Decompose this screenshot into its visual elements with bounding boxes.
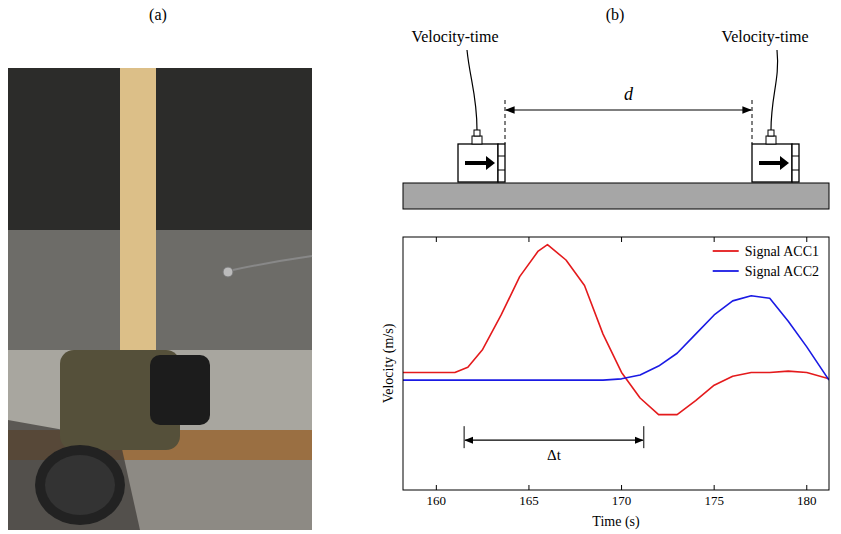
annotation-arrow [465,440,643,441]
hammer-handle [120,68,156,368]
x-tick [621,485,622,490]
sensor-arrow-head [486,156,495,170]
sensor-notch [792,170,799,171]
hammer-sensor [150,355,210,425]
dimension-guide [505,100,506,144]
photo [8,68,312,530]
sensor-connector [766,136,776,144]
x-tick-label: 180 [797,493,817,508]
photo-background [8,68,312,530]
photo-cable [233,256,312,270]
y-axis-title: Velocity (m/s) [381,323,397,403]
sensor-arrow-shaft [759,161,782,165]
slab [403,183,829,209]
sensor: Velocity-time [411,28,505,182]
x-tick [528,237,529,242]
lines [403,245,829,415]
sensor-arrow-shaft [465,161,488,165]
sensor-notch [792,156,799,157]
slab-top [8,230,312,350]
hammer-tip-face [45,455,115,515]
x-tick-label: 170 [612,493,632,508]
sensor-diagram: Velocity-time Velocity-time d [403,28,829,209]
x-tick-label: 175 [704,493,724,508]
slab-face [8,350,312,430]
annotation-bar [643,426,644,448]
legend-swatch [713,270,739,272]
plot-frame [403,237,829,490]
sensor-cable [467,50,477,130]
legend-label: Signal ACC1 [745,244,819,259]
x-tick [436,485,437,490]
x-tick-label: 165 [519,493,539,508]
annotation-label: Δt [547,447,562,463]
photo-sensor [223,267,233,277]
chart: 160 165 170 175 180 Time (s) Velocity (m/s) Δt S… [381,237,829,530]
x-tick [621,237,622,242]
x-tick-label: 160 [427,493,447,508]
series-line [403,296,829,380]
dimension-guide [752,100,753,144]
series-line [403,245,829,415]
annotation-bar [464,426,465,448]
sensor-notch [498,156,505,157]
sensor-arrow-head [780,156,789,170]
legend-swatch [713,250,739,252]
sensor-label: Velocity-time [411,28,498,46]
sensor-plate [792,144,799,182]
sensor-body [458,144,498,182]
sensor-connector [474,130,480,136]
sensor-cable [771,50,778,130]
sensor-notch [498,170,505,171]
distance-label: d [624,84,634,104]
dimension-arrow [506,109,751,110]
annotation: Δt [464,426,644,463]
x-axis-title: Time (s) [592,514,640,530]
legend-label: Signal ACC2 [745,264,819,279]
sensor-label: Velocity-time [721,28,808,46]
panel-label: (a) [149,6,167,24]
x-tick [806,237,807,242]
sensor-body [752,144,792,182]
x-tick [714,237,715,242]
x-tick [806,485,807,490]
x-tick [714,485,715,490]
x-tick [436,237,437,242]
sensor-plate [498,144,505,182]
sensor-connector [768,130,774,136]
hammer-tip [35,445,125,525]
panel-label: (b) [606,6,625,24]
legend: Signal ACC1 Signal ACC2 [713,244,819,279]
x-tick [528,485,529,490]
sensor-connector [472,136,482,144]
figure: (a)(b)Velocity-timeVelocity-timed1601651… [0,0,841,534]
sensor: Velocity-time [721,28,808,182]
